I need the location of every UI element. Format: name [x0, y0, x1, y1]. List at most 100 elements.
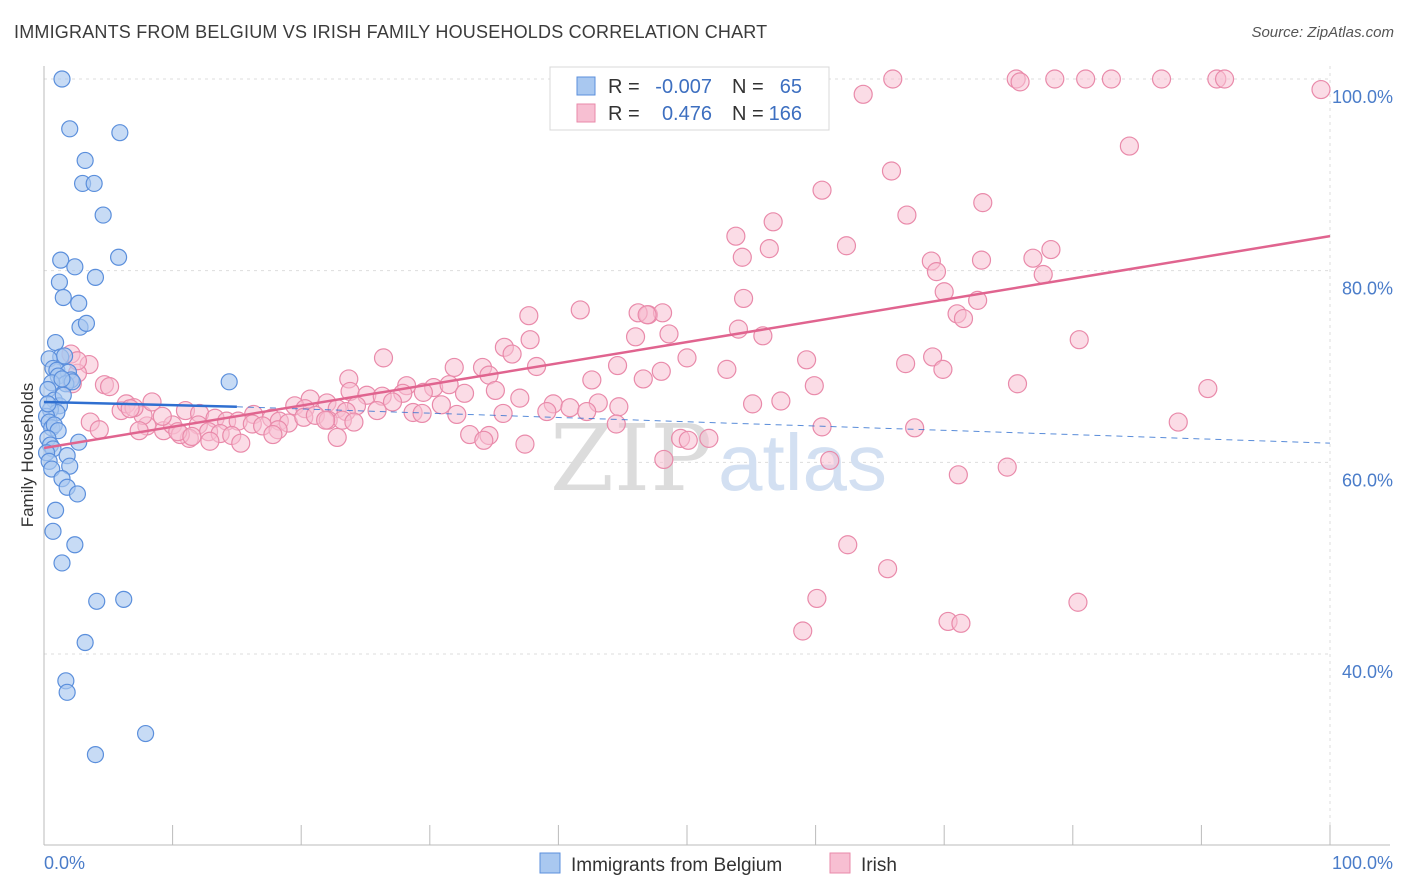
belgium-point — [46, 501, 65, 519]
irish-point — [878, 559, 898, 579]
legend-n-label-belgium: N = — [732, 76, 764, 98]
irish-point — [263, 424, 283, 445]
irish-point — [677, 348, 697, 368]
belgium-point — [39, 395, 57, 413]
axes — [43, 66, 1390, 846]
irish-point — [793, 621, 813, 641]
legend-n-label-irish: N = — [732, 103, 764, 125]
irish-point — [1010, 72, 1030, 92]
irish-point — [896, 354, 916, 374]
irish-point — [373, 348, 394, 368]
irish-point — [520, 330, 540, 350]
belgium-point — [58, 683, 76, 701]
irish-point — [926, 262, 947, 282]
source-credit: Source: ZipAtlas.com — [1251, 24, 1394, 41]
irish-point — [796, 350, 817, 370]
irish-point — [493, 403, 513, 424]
stats-legend-box — [549, 66, 830, 131]
bottom-legend-swatch-belgium — [539, 852, 561, 874]
irish-point — [763, 212, 783, 232]
chart-title: IMMIGRANTS FROM BELGIUM VS IRISH FAMILY … — [14, 22, 768, 42]
series-legend: Immigrants from Belgium Irish — [539, 852, 897, 876]
irish-point — [367, 400, 387, 421]
irish-point — [1101, 69, 1121, 89]
belgium-point — [53, 554, 71, 572]
irish-points — [61, 69, 1331, 641]
irish-point — [633, 369, 653, 389]
irish-point — [717, 359, 737, 379]
belgium-point — [53, 70, 71, 88]
irish-point — [413, 382, 433, 402]
irish-point — [997, 457, 1017, 477]
irish-point — [200, 431, 220, 451]
legend-r-value-belgium: -0.007 — [655, 76, 712, 98]
irish-point — [1068, 592, 1088, 612]
belgium-point — [85, 174, 103, 193]
belgium-point — [76, 151, 94, 170]
irish-point — [1214, 69, 1235, 89]
irish-point — [853, 84, 873, 104]
irish-trend-line — [43, 234, 1331, 450]
irish-point — [607, 355, 628, 376]
y-tick-label-80: 80.0% — [1342, 279, 1393, 299]
belgium-point — [53, 370, 71, 388]
irish-point — [327, 427, 347, 448]
belgium-point — [86, 746, 105, 764]
irish-point — [1198, 378, 1218, 399]
irish-point — [570, 300, 590, 320]
y-tick-label-60: 60.0% — [1342, 470, 1393, 490]
irish-point — [812, 417, 832, 437]
irish-point — [577, 401, 597, 422]
belgium-point — [50, 273, 69, 291]
belgium-point — [76, 633, 94, 652]
irish-point — [412, 403, 432, 424]
x-tick-label-100: 100.0% — [1332, 853, 1393, 873]
legend-swatch-irish — [576, 103, 596, 123]
belgium-point — [68, 485, 87, 503]
irish-point — [820, 450, 840, 471]
belgium-point — [115, 590, 133, 608]
belgium-point — [109, 248, 128, 266]
irish-point — [973, 193, 993, 213]
irish-point — [651, 361, 671, 381]
belgium-point — [55, 347, 74, 365]
irish-point — [812, 180, 832, 200]
irish-point — [510, 388, 530, 408]
belgium-point — [66, 536, 84, 554]
irish-point — [732, 247, 752, 267]
irish-point — [733, 288, 754, 309]
irish-point — [678, 430, 698, 450]
irish-point — [182, 426, 202, 447]
belgium-point — [94, 206, 112, 224]
irish-point — [951, 613, 971, 633]
belgium-point — [44, 522, 62, 540]
y-tick-label-40: 40.0% — [1342, 662, 1393, 682]
irish-point — [431, 395, 451, 415]
legend-r-label-belgium: R = — [608, 76, 640, 98]
belgium-point — [61, 120, 79, 138]
irish-point — [519, 306, 539, 326]
irish-point — [382, 392, 403, 412]
belgium-point — [220, 373, 238, 391]
irish-point — [625, 327, 646, 347]
irish-point — [742, 394, 763, 414]
irish-point — [344, 412, 364, 432]
irish-point — [953, 308, 974, 329]
belgium-point — [54, 386, 72, 404]
belgium-point — [88, 592, 106, 610]
irish-point — [1151, 69, 1172, 89]
y-axis-label: Family Households — [18, 383, 37, 528]
irish-point — [316, 410, 336, 430]
irish-point — [654, 449, 674, 470]
belgium-point — [66, 258, 84, 276]
irish-point — [1033, 264, 1053, 285]
irish-point — [582, 370, 602, 390]
irish-point — [120, 399, 140, 419]
belgium-point — [136, 724, 155, 743]
irish-point — [905, 418, 925, 438]
irish-point — [1168, 412, 1188, 432]
irish-point — [142, 392, 162, 412]
irish-point — [807, 588, 827, 609]
irish-point — [454, 383, 475, 403]
legend-n-value-irish: 166 — [769, 103, 802, 125]
